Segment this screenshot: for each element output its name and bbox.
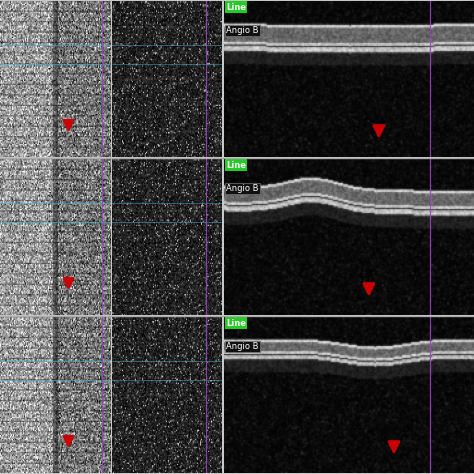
Text: Line: Line	[226, 2, 246, 11]
Text: Angio B: Angio B	[226, 342, 259, 351]
Text: Angio B: Angio B	[226, 26, 259, 35]
Text: Line: Line	[226, 161, 246, 170]
Text: Line: Line	[226, 319, 246, 328]
Text: Angio B: Angio B	[226, 184, 259, 193]
